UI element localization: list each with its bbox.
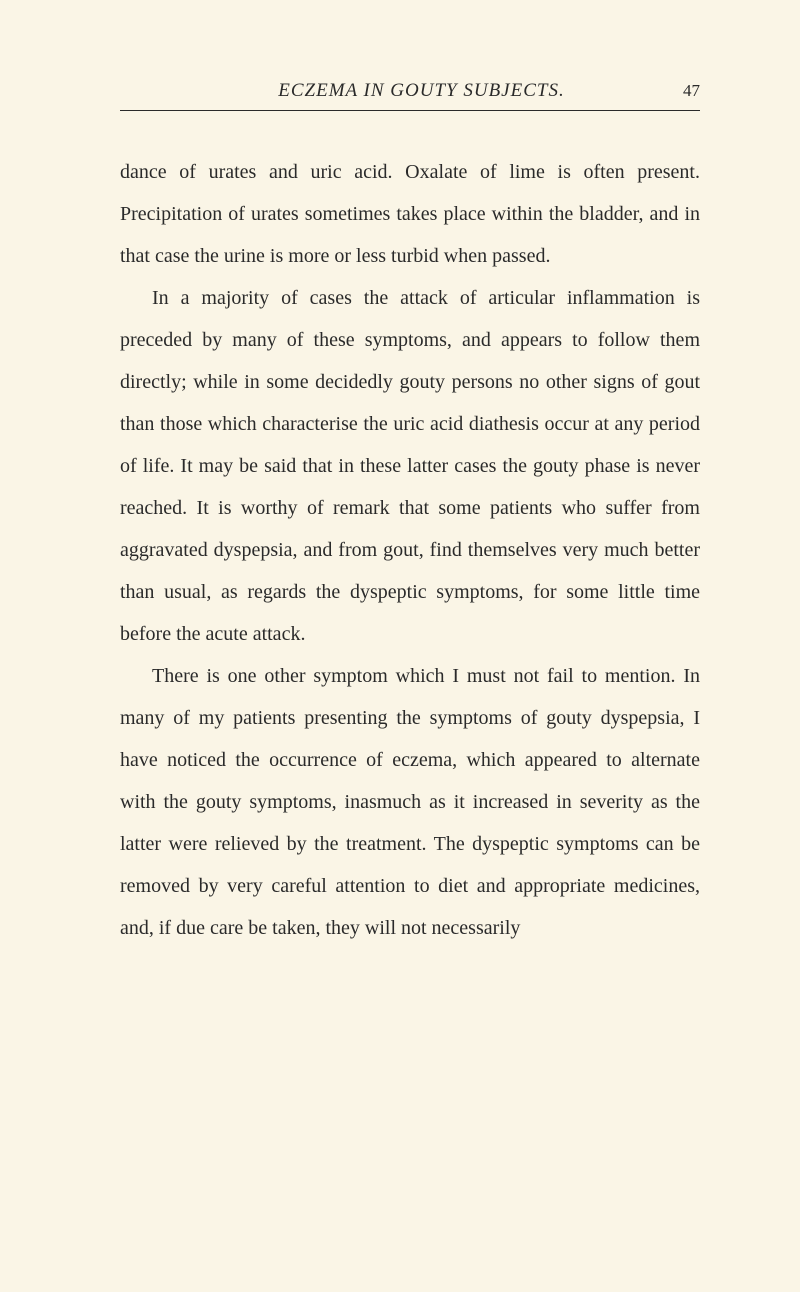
page-number: 47 [683, 81, 700, 101]
paragraph-3: There is one other symptom which I must … [120, 655, 700, 949]
page-header: ECZEMA IN GOUTY SUBJECTS. 47 [120, 80, 700, 102]
header-title: ECZEMA IN GOUTY SUBJECTS. [120, 80, 683, 102]
header-rule [120, 110, 700, 111]
body-text: dance of urates and uric acid. Oxalate o… [120, 151, 700, 949]
paragraph-2: In a majority of cases the attack of art… [120, 277, 700, 655]
paragraph-1: dance of urates and uric acid. Oxalate o… [120, 151, 700, 277]
